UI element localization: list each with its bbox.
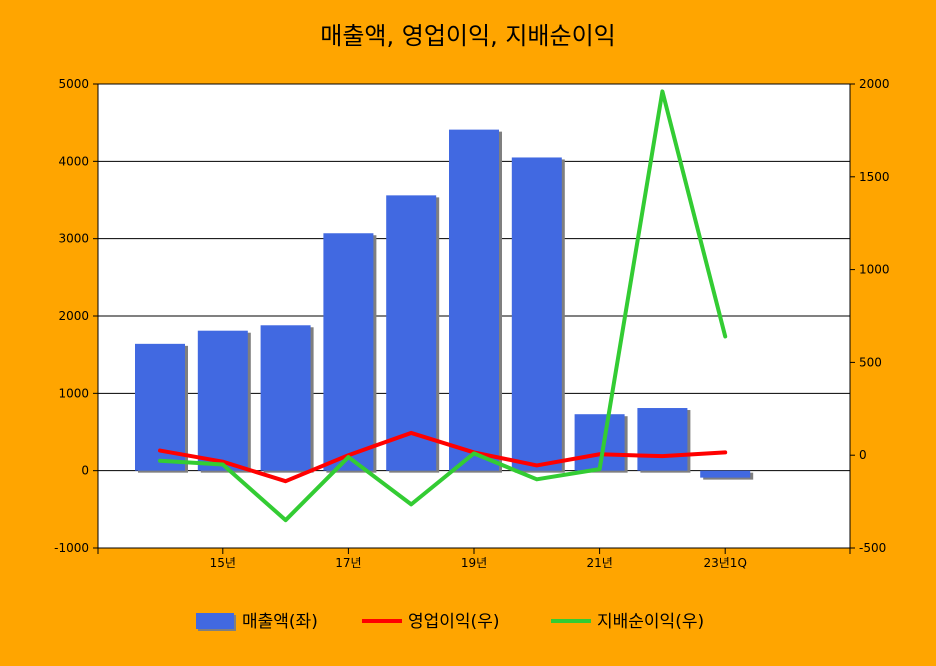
left-tick-label: 4000 (58, 154, 89, 168)
right-tick-label: 2000 (859, 77, 890, 91)
right-tick-label: 1000 (859, 263, 890, 277)
x-tick-label: 15년 (210, 556, 236, 570)
axes: -1000 0 1000 2000 3000 4000 5000 -500 0 500 1000 15… (54, 77, 889, 570)
bar (449, 129, 499, 471)
bar (197, 330, 248, 471)
bar (260, 325, 311, 471)
left-tick-label: 1000 (58, 386, 89, 400)
left-tick-label: 5000 (58, 77, 89, 91)
legend-label: 영업이익(우) (408, 612, 499, 632)
bar (637, 408, 688, 471)
bar (511, 157, 562, 471)
bar (700, 470, 751, 478)
right-tick-label: 500 (859, 355, 882, 369)
bar (386, 195, 437, 471)
series-line (158, 430, 728, 484)
right-tick-label: -500 (859, 541, 886, 555)
left-tick-label: 0 (81, 464, 89, 478)
bar-series (135, 129, 754, 480)
bar (323, 233, 374, 471)
x-tick-label: 23년1Q (704, 556, 747, 570)
left-tick-label: 3000 (58, 232, 89, 246)
x-tick-label: 21년 (586, 556, 612, 570)
x-tick-label: 19년 (461, 556, 487, 570)
chart-title: 매출액, 영업이익, 지배순이익 (320, 22, 615, 50)
x-tick-label: 17년 (335, 556, 361, 570)
legend-label: 지배순이익(우) (597, 612, 704, 632)
right-tick-label: 0 (859, 448, 867, 462)
line-series (158, 89, 728, 523)
left-tick-label: 2000 (58, 309, 89, 323)
legend: 매출액(좌) 영업이익(우) 지배순이익(우) (196, 612, 704, 632)
legend-label: 매출액(좌) (242, 612, 318, 632)
series-line (158, 89, 728, 523)
legend-swatch (196, 613, 234, 629)
left-tick-label: -1000 (54, 541, 89, 555)
right-tick-label: 1500 (859, 170, 890, 184)
